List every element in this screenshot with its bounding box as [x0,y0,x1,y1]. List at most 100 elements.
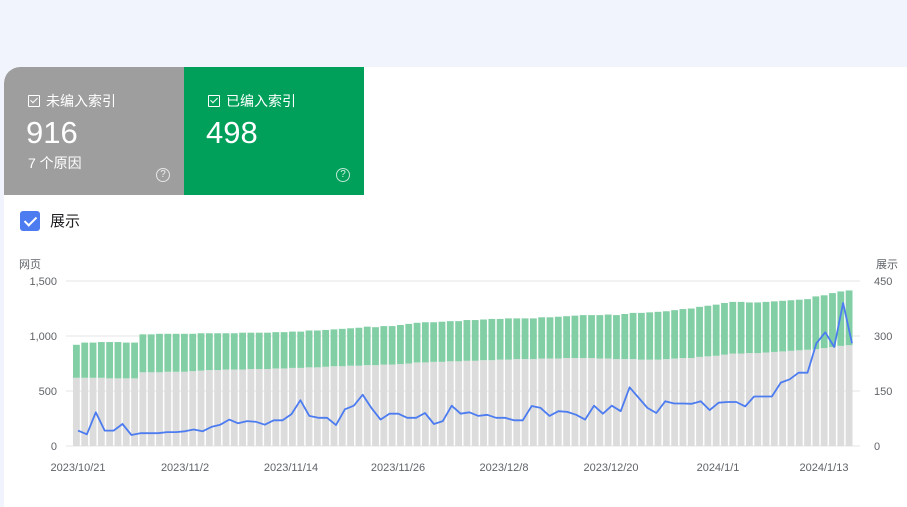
unindexed-bar[interactable] [421,362,429,446]
indexed-bar[interactable] [463,320,471,361]
indexed-bar[interactable] [222,333,230,370]
indexed-bar[interactable] [413,322,421,363]
indexed-bar[interactable] [654,311,662,360]
unindexed-bar[interactable] [380,364,388,446]
indexed-bar[interactable] [255,332,263,369]
indexed-bar[interactable] [147,334,155,373]
indexed-bar[interactable] [729,301,737,354]
indexed-bar[interactable] [637,312,645,360]
unindexed-bar[interactable] [729,353,737,446]
unindexed-card[interactable]: 未编入索引 916 7 个原因 ? [4,67,184,195]
indexed-bar[interactable] [513,318,521,360]
unindexed-bar[interactable] [147,372,155,446]
indexed-bar[interactable] [338,328,346,367]
unindexed-bar[interactable] [687,358,695,446]
unindexed-bar[interactable] [197,370,205,446]
indexed-bar[interactable] [139,334,147,373]
unindexed-bar[interactable] [812,349,820,446]
indexed-bar[interactable] [347,328,354,366]
indexed-bar[interactable] [737,301,745,354]
indexed-bar[interactable] [621,314,629,360]
unindexed-bar[interactable] [89,377,97,446]
unindexed-bar[interactable] [97,377,105,446]
indexed-bar[interactable] [197,333,205,371]
unindexed-bar[interactable] [779,351,787,446]
indexed-bar[interactable] [745,302,753,354]
unindexed-bar[interactable] [280,368,288,446]
indexed-bar[interactable] [704,305,712,357]
unindexed-bar[interactable] [704,356,712,446]
indexed-bar[interactable] [754,302,762,354]
unindexed-bar[interactable] [181,371,188,446]
indexed-bar[interactable] [363,326,371,366]
unindexed-bar[interactable] [172,371,180,446]
indexed-bar[interactable] [438,321,446,362]
unindexed-bar[interactable] [338,366,346,446]
unindexed-bar[interactable] [463,360,471,446]
indexed-bar[interactable] [812,296,820,350]
indexed-bar[interactable] [313,330,321,368]
indexed-bar[interactable] [455,321,463,362]
indexed-bar[interactable] [73,344,80,378]
indexed-bar[interactable] [205,333,213,371]
unindexed-bar[interactable] [837,345,845,446]
indexed-bar[interactable] [820,295,828,349]
indexed-bar[interactable] [687,308,695,359]
indexed-bar[interactable] [604,314,612,359]
unindexed-bar[interactable] [554,358,562,446]
checkbox-checked-icon[interactable] [20,210,40,231]
unindexed-bar[interactable] [81,377,89,446]
indexed-bar[interactable] [571,315,579,358]
unindexed-bar[interactable] [131,378,138,446]
unindexed-bar[interactable] [247,369,255,446]
indexed-bar[interactable] [554,316,562,359]
unindexed-bar[interactable] [496,359,504,446]
unindexed-bar[interactable] [156,372,163,446]
unindexed-bar[interactable] [297,367,305,446]
unindexed-bar[interactable] [721,354,728,446]
unindexed-bar[interactable] [546,358,554,446]
indexed-bar[interactable] [779,300,787,352]
unindexed-bar[interactable] [604,358,612,446]
checkbox-icon[interactable] [28,95,40,107]
unindexed-bar[interactable] [629,359,637,446]
unindexed-bar[interactable] [413,362,421,446]
unindexed-bar[interactable] [538,358,546,446]
unindexed-bar[interactable] [471,360,479,446]
unindexed-bar[interactable] [588,358,595,446]
indexed-bar[interactable] [538,317,546,359]
indexed-card[interactable]: 已编入索引 498 ? [184,67,364,195]
indexed-bar[interactable] [355,327,363,366]
unindexed-bar[interactable] [189,371,197,446]
indexed-bar[interactable] [247,332,255,369]
indexed-bar[interactable] [446,321,454,362]
indexed-bar[interactable] [388,326,396,365]
unindexed-bar[interactable] [637,359,645,446]
unindexed-bar[interactable] [438,361,446,446]
indexed-bar[interactable] [372,327,379,366]
indexed-bar[interactable] [122,342,130,379]
indexed-bar[interactable] [521,318,529,360]
unindexed-bar[interactable] [513,359,521,446]
indexed-bar[interactable] [397,325,404,365]
unindexed-bar[interactable] [230,369,238,446]
indexed-bar[interactable] [305,330,313,368]
indexed-bar[interactable] [114,342,122,379]
unindexed-bar[interactable] [139,372,147,446]
indexed-bar[interactable] [189,333,197,372]
unindexed-bar[interactable] [355,365,363,446]
indexed-bar[interactable] [214,333,222,371]
unindexed-bar[interactable] [521,359,529,446]
indexed-bar[interactable] [239,332,246,370]
indexed-bar[interactable] [579,315,587,358]
indexed-bar[interactable] [106,342,114,379]
indexed-bar[interactable] [588,315,595,358]
indexed-bar[interactable] [330,329,338,367]
unindexed-bar[interactable] [654,359,662,446]
unindexed-bar[interactable] [613,359,620,446]
unindexed-bar[interactable] [829,347,836,446]
unindexed-bar[interactable] [363,365,371,446]
unindexed-bar[interactable] [255,369,263,446]
unindexed-bar[interactable] [762,352,770,447]
unindexed-bar[interactable] [322,366,330,446]
